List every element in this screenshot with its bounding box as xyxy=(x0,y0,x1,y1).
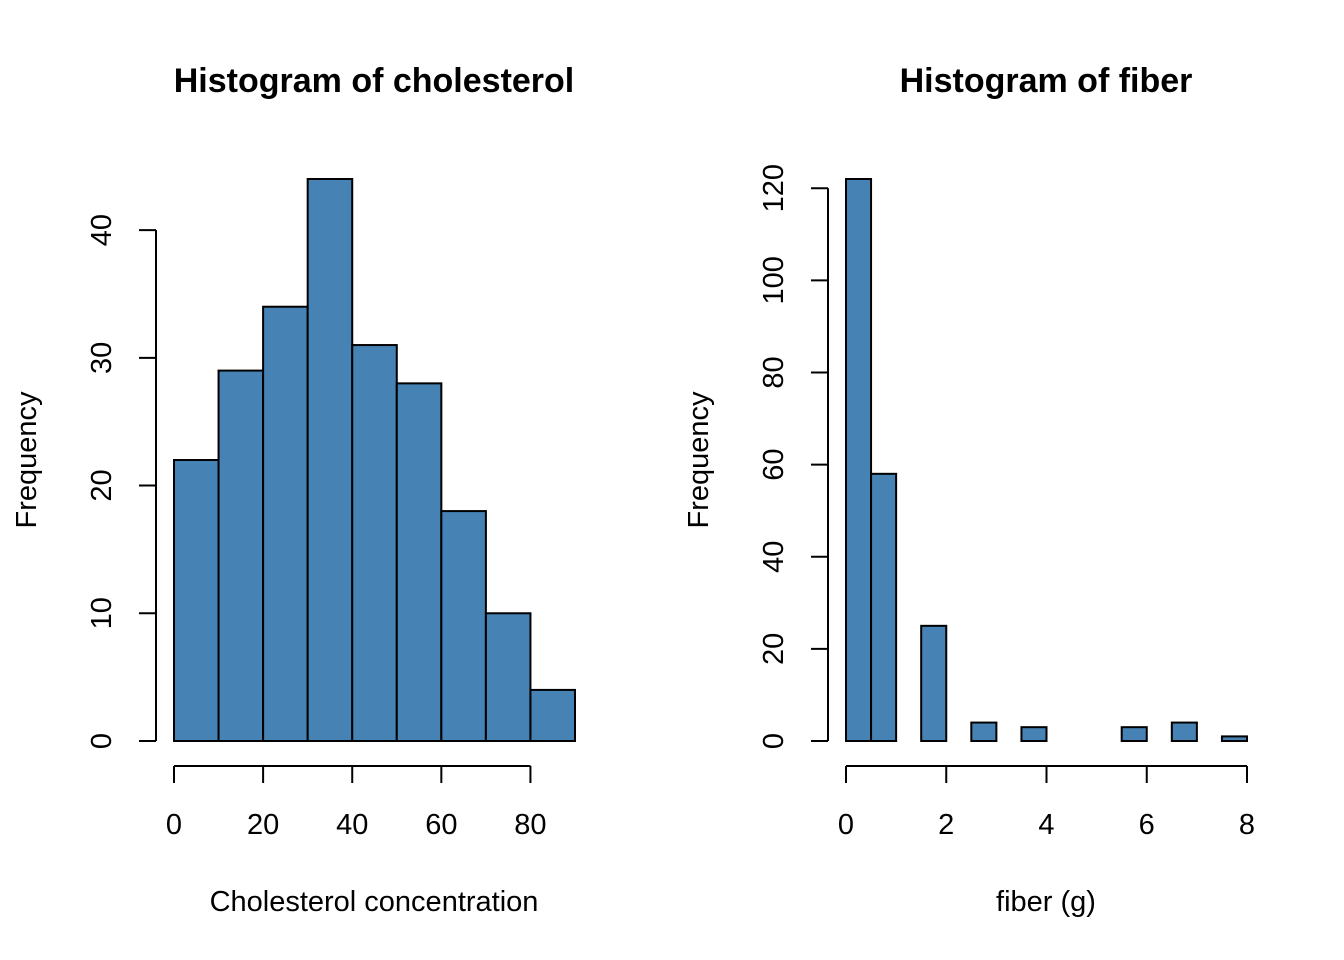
x-tick-label: 6 xyxy=(1139,809,1155,841)
histogram-bar xyxy=(920,624,948,742)
y-tick-label: 30 xyxy=(86,342,118,374)
y-tick-label: 20 xyxy=(86,469,118,501)
x-tick-label: 80 xyxy=(514,809,546,841)
y-axis: 0 20 40 60 80 100 120 xyxy=(758,164,829,749)
histogram-bar xyxy=(262,305,309,742)
y-tick-label: 60 xyxy=(758,448,790,480)
y-axis: 0 10 20 30 40 xyxy=(86,214,157,749)
x-tick-label: 20 xyxy=(247,809,279,841)
x-tick-label: 4 xyxy=(1038,809,1054,841)
chart-title: Histogram of fiber xyxy=(900,62,1193,100)
histogram-bar xyxy=(1220,735,1248,742)
x-tick-label: 8 xyxy=(1239,809,1255,841)
y-tick-label: 100 xyxy=(758,256,790,304)
x-axis: 0 2 4 6 8 xyxy=(838,765,1255,841)
y-axis-label: Frequency xyxy=(683,391,715,529)
bars-group xyxy=(173,178,577,743)
histogram-bar xyxy=(1170,721,1198,743)
y-tick-label: 80 xyxy=(758,356,790,388)
fiber-histogram-panel: Histogram of fiber fiber (g) Frequency 0… xyxy=(683,62,1255,918)
y-tick-label: 0 xyxy=(758,733,790,749)
histogram-bar xyxy=(306,178,354,742)
y-tick-label: 40 xyxy=(758,541,790,573)
x-axis: 0 20 40 60 80 xyxy=(166,765,547,841)
histogram-bar xyxy=(845,178,873,742)
cholesterol-histogram-panel: Histogram of cholesterol Cholesterol con… xyxy=(11,62,577,918)
y-tick-label: 0 xyxy=(86,733,118,749)
y-tick-label: 40 xyxy=(86,214,118,246)
y-tick-label: 20 xyxy=(758,633,790,665)
bars-group xyxy=(845,178,1248,743)
histogram-bar xyxy=(1020,726,1048,742)
y-tick-label: 10 xyxy=(86,597,118,629)
y-tick-label: 120 xyxy=(758,164,790,212)
histogram-bar xyxy=(440,510,487,742)
x-tick-label: 60 xyxy=(425,809,457,841)
x-tick-label: 2 xyxy=(938,809,954,841)
y-axis-label: Frequency xyxy=(11,391,43,529)
x-tick-label: 0 xyxy=(838,809,854,841)
histogram-bar xyxy=(395,382,443,742)
histogram-bar xyxy=(529,688,577,743)
histogram-bar xyxy=(173,459,220,742)
x-tick-label: 0 xyxy=(166,809,182,841)
histogram-bar xyxy=(484,612,532,742)
histogram-bar xyxy=(217,369,265,742)
histogram-bar xyxy=(1120,726,1148,742)
x-tick-label: 40 xyxy=(336,809,368,841)
histogram-bar xyxy=(870,472,898,742)
chart-title: Histogram of cholesterol xyxy=(174,62,575,100)
histogram-bar xyxy=(970,721,998,743)
x-axis-label: fiber (g) xyxy=(996,886,1096,918)
histogram-bar xyxy=(351,344,398,742)
x-axis-label: Cholesterol concentration xyxy=(210,886,539,918)
